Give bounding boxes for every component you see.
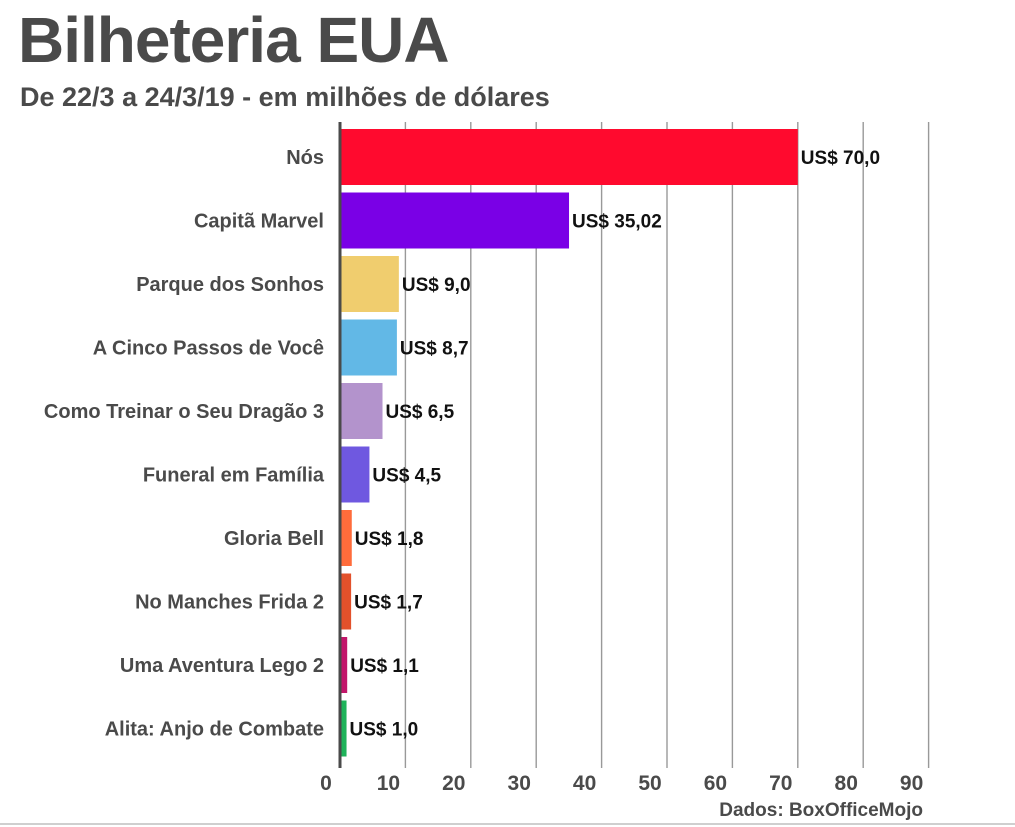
x-tick-label-50: 50 [638,772,661,795]
value-label-6: US$ 1,8 [355,529,424,550]
chart-title: Bilheteria EUA [18,4,450,76]
x-tick-label-90: 90 [900,772,923,795]
chart-subtitle: De 22/3 a 24/3/19 - em milhões de dólare… [20,82,550,112]
value-label-8: US$ 1,1 [350,656,419,677]
x-tick-label-80: 80 [835,772,858,795]
category-label-4: Como Treinar o Seu Dragão 3 [44,401,324,423]
category-label-3: A Cinco Passos de Você [93,338,324,360]
category-label-8: Uma Aventura Lego 2 [120,655,324,677]
x-tick-label-70: 70 [769,772,792,795]
category-label-5: Funeral em Família [143,465,325,487]
category-label-6: Gloria Bell [224,528,324,550]
value-label-9: US$ 1,0 [350,720,419,741]
value-label-4: US$ 6,5 [386,402,455,423]
value-label-2: US$ 9,0 [402,275,471,296]
x-tick-label-20: 20 [442,772,465,795]
bar-4 [340,383,383,439]
bottom-divider [0,823,1015,825]
bar-2 [340,256,399,312]
category-label-0: Nós [286,147,324,169]
value-label-0: US$ 70,0 [801,148,880,169]
category-label-2: Parque dos Sonhos [136,274,324,296]
value-label-5: US$ 4,5 [372,466,441,487]
bar-0 [340,129,798,185]
bar-8 [340,637,348,693]
value-label-3: US$ 8,7 [400,339,469,360]
category-label-9: Alita: Anjo de Combate [105,719,324,741]
category-label-7: No Manches Frida 2 [135,592,324,614]
x-tick-label-30: 30 [508,772,531,795]
value-label-7: US$ 1,7 [354,593,423,614]
bar-5 [340,446,370,503]
category-label-1: Capitã Marvel [194,211,324,233]
bar-9 [340,700,347,757]
bar-7 [340,573,352,630]
bar-1 [340,192,570,249]
x-tick-label-10: 10 [377,772,400,795]
x-tick-label-0: 0 [320,772,332,795]
bar-3 [340,319,397,376]
x-tick-label-60: 60 [704,772,727,795]
value-label-1: US$ 35,02 [572,212,662,233]
data-source: Dados: BoxOfficeMojo [719,800,923,821]
bar-6 [340,510,352,566]
x-tick-label-40: 40 [573,772,596,795]
